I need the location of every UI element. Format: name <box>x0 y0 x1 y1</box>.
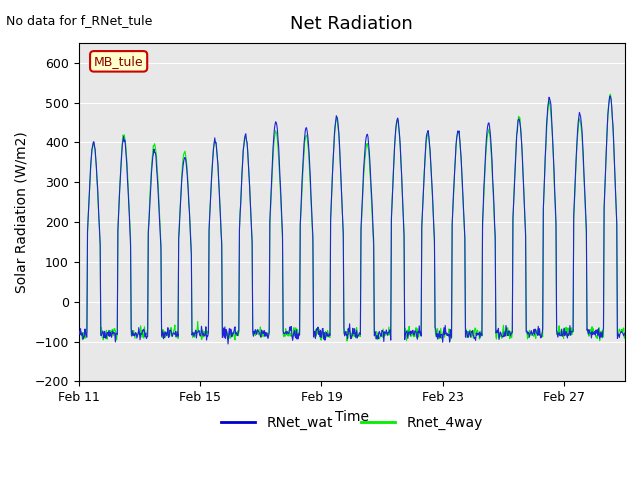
Text: No data for f_RNet_tule: No data for f_RNet_tule <box>6 14 153 27</box>
X-axis label: Time: Time <box>335 410 369 424</box>
Text: MB_tule: MB_tule <box>94 55 143 68</box>
Legend: RNet_wat, Rnet_4way: RNet_wat, Rnet_4way <box>215 410 488 435</box>
Title: Net Radiation: Net Radiation <box>291 15 413 33</box>
Y-axis label: Solar Radiation (W/m2): Solar Radiation (W/m2) <box>15 131 29 293</box>
